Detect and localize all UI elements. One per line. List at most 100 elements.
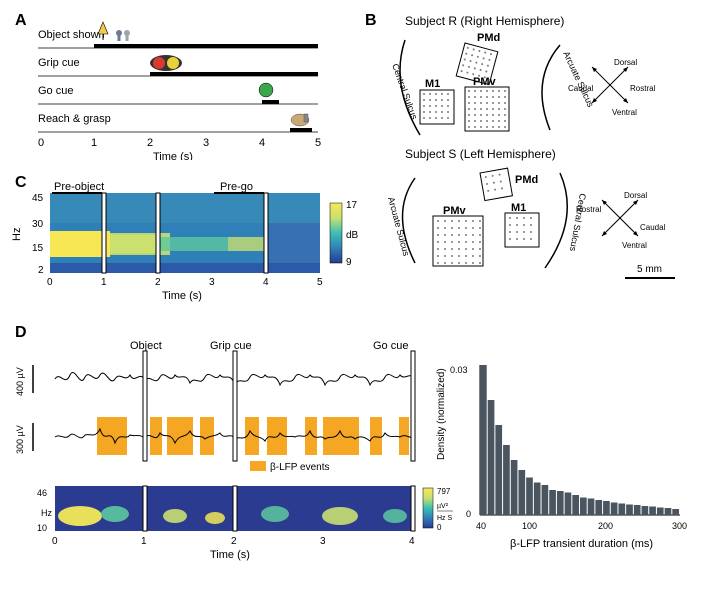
go-cue-icon [259, 83, 273, 97]
central-sulcus-r: Central Sulcus [390, 62, 420, 121]
svg-text:M1: M1 [425, 78, 440, 90]
hist-bar [580, 498, 587, 516]
panel-c-ylabel: Hz [11, 228, 23, 241]
svg-text:Arcuate Sulcus: Arcuate Sulcus [386, 196, 411, 258]
svg-text:PMv: PMv [473, 76, 497, 88]
spec-ylabel: Hz [41, 508, 52, 518]
row-grip-label: Grip cue [38, 57, 80, 69]
panel-a-label: A [15, 12, 27, 29]
hist-bar [549, 490, 556, 515]
beta-legend: β-LFP events [270, 462, 329, 473]
spec-unit-bot: Hz S [437, 515, 453, 522]
hist-bar [526, 478, 533, 516]
lamp-icon [98, 22, 108, 34]
svg-text:Ventral: Ventral [612, 108, 637, 117]
svg-text:100: 100 [522, 521, 537, 531]
event-grip: Grip cue [210, 340, 252, 352]
subject-r-diagram: Central Sulcus Arcuate Sulcus PMd [390, 32, 655, 135]
hist-bar [665, 508, 672, 515]
row-object: Object shown [38, 22, 318, 48]
svg-text:200: 200 [598, 521, 613, 531]
panel-a-xlabel: Time (s) [153, 151, 193, 160]
panel-a-xaxis: 0 1 2 3 4 5 Time (s) [38, 137, 321, 160]
hist-bar [495, 425, 502, 515]
svg-text:15: 15 [32, 243, 44, 254]
hand-icon [291, 114, 309, 126]
svg-text:Rostral: Rostral [630, 84, 656, 93]
scale-300: 300 µV [15, 425, 25, 454]
panel-b: B Subject R (Right Hemisphere) Central S… [365, 10, 695, 290]
hist-bar [626, 505, 633, 516]
hist-bar [649, 507, 656, 516]
event-go: Go cue [373, 340, 408, 352]
subject-r-title: Subject R (Right Hemisphere) [405, 14, 564, 28]
row-go-label: Go cue [38, 85, 73, 97]
hist-bar [657, 508, 664, 516]
hist-bar [572, 495, 579, 515]
svg-text:2: 2 [155, 277, 161, 288]
hist-bar [488, 400, 495, 515]
hist-bar [611, 503, 618, 516]
svg-text:0: 0 [52, 536, 58, 547]
row-object-label: Object shown [38, 29, 105, 41]
svg-text:5: 5 [315, 137, 321, 149]
compass-r: Dorsal Rostral Caudal Ventral [568, 58, 656, 117]
hist-xlabel: β-LFP transient duration (ms) [510, 538, 653, 550]
cbar-unit: dB [346, 230, 359, 241]
hist-ylabel: Density (normalized) [436, 368, 447, 460]
hist-bar [518, 470, 525, 515]
panel-c-colorbar [330, 203, 342, 263]
svg-text:Caudal: Caudal [568, 84, 594, 93]
svg-text:5: 5 [317, 277, 323, 288]
scale-400: 400 µV [15, 367, 25, 396]
panel-b-label: B [365, 12, 377, 29]
svg-text:Rostral: Rostral [576, 205, 602, 214]
svg-text:10: 10 [37, 523, 47, 533]
epoch1-label: Pre-object [54, 181, 104, 193]
svg-text:30: 30 [32, 219, 44, 230]
svg-text:3: 3 [203, 137, 209, 149]
svg-text:PMd: PMd [477, 32, 500, 44]
row-reach: Reach & grasp [38, 113, 318, 132]
row-reach-label: Reach & grasp [38, 113, 111, 125]
object-icons [116, 30, 130, 41]
panel-a: A Object shown Grip cue [10, 10, 350, 160]
svg-text:Central Sulcus: Central Sulcus [568, 193, 588, 253]
panel-d-xlabel: Time (s) [210, 549, 250, 561]
subject-s-title: Subject S (Left Hemisphere) [405, 147, 556, 161]
svg-text:4: 4 [259, 137, 265, 149]
hist-bar [542, 485, 549, 515]
svg-text:45: 45 [32, 193, 44, 204]
hist-bar [634, 505, 641, 515]
grip-cue-icon [150, 55, 182, 71]
svg-text:0: 0 [466, 509, 471, 519]
hist-bar [480, 365, 487, 515]
hist-bar [534, 483, 541, 516]
hist-bar [672, 509, 679, 515]
svg-text:0: 0 [38, 137, 44, 149]
compass-s: Dorsal Rostral Caudal Ventral [576, 191, 666, 250]
svg-text:1: 1 [141, 536, 147, 547]
spec-unit-top: µV² [437, 503, 449, 510]
svg-text:PMd: PMd [515, 174, 538, 186]
svg-text:2: 2 [147, 137, 153, 149]
panel-d-label: D [15, 325, 27, 341]
hist-bar [565, 493, 572, 516]
svg-text:3: 3 [209, 277, 215, 288]
svg-text:46: 46 [37, 488, 47, 498]
svg-text:17: 17 [346, 200, 358, 211]
scale-label: 5 mm [637, 264, 662, 275]
histogram: 0.03 0 Density (normalized) 40 100 200 3… [436, 365, 687, 550]
panel-c: C Pre-object Pre-go 45 30 15 2 Hz [10, 175, 370, 310]
row-grip: Grip cue [38, 55, 318, 76]
svg-text:300: 300 [672, 521, 687, 531]
hist-bar [511, 460, 518, 515]
hist-bar [603, 501, 610, 515]
svg-text:0: 0 [47, 277, 53, 288]
svg-text:2: 2 [38, 265, 44, 276]
svg-text:Ventral: Ventral [622, 241, 647, 250]
svg-text:40: 40 [476, 521, 486, 531]
svg-text:Caudal: Caudal [640, 223, 666, 232]
figure-root: A Object shown Grip cue [10, 10, 695, 583]
panel-c-label: C [15, 175, 27, 191]
